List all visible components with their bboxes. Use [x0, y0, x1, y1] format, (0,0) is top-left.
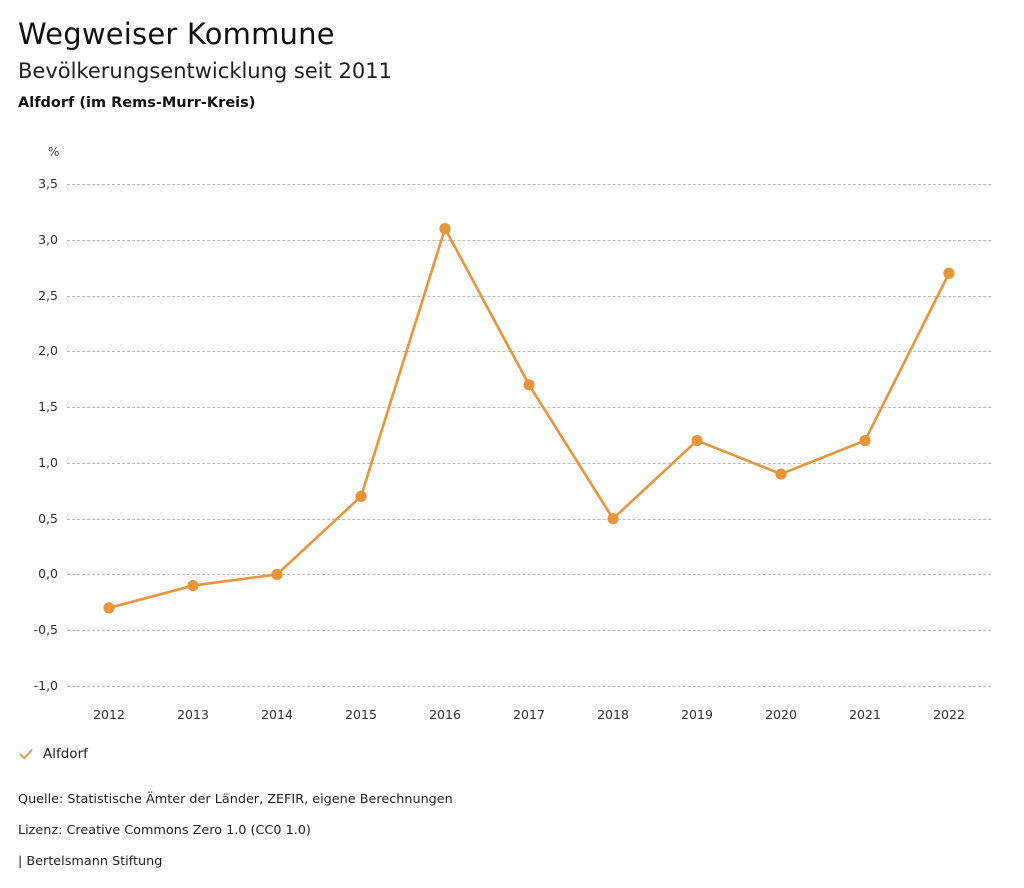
x-axis-tick-label: 2015	[345, 707, 377, 722]
gridline	[67, 686, 991, 687]
x-axis-tick-label: 2018	[597, 707, 629, 722]
legend[interactable]: Alfdorf	[18, 744, 88, 764]
y-axis-tick-label: 0,0	[38, 566, 58, 582]
data-point-marker[interactable]	[103, 602, 115, 614]
data-point-marker[interactable]	[439, 223, 451, 235]
data-point-marker[interactable]	[607, 513, 619, 525]
page-subtitle: Bevölkerungsentwicklung seit 2011	[18, 59, 392, 83]
x-axis-tick-label: 2021	[849, 707, 881, 722]
y-axis-tick-label: 3,5	[38, 176, 58, 191]
footer-publisher: | Bertelsmann Stiftung	[18, 854, 163, 869]
gridline	[67, 351, 991, 353]
x-axis-tick-label: 2020	[765, 707, 797, 722]
x-axis-tick-label: 2016	[429, 707, 461, 722]
plot-area: 3,5 3,0 2,5 2,0 1,5 1,0 0,5 0,0 -0,5 -1,0 2012 201…	[0, 138, 1024, 738]
y-axis-unit-label: %	[48, 145, 60, 159]
gridline	[67, 239, 991, 241]
gridline	[67, 574, 991, 576]
y-axis-ticks: 3,5 3,0 2,5 2,0 1,5 1,0 0,5 0,0 -0,5 -1,0	[0, 138, 58, 738]
footer-source: Quelle: Statistische Ämter der Länder, Z…	[18, 792, 453, 807]
chart-container: % 3,5 3,0 2,5 2,0 1,5 1,0 0,5 0,0 -0,5 -1,0 2012 2…	[0, 138, 1024, 738]
y-axis-tick-label: 0,5	[38, 510, 58, 526]
x-axis-tick-label: 2014	[261, 707, 293, 722]
x-axis-tick-label: 2012	[93, 707, 125, 722]
footer-license: Lizenz: Creative Commons Zero 1.0 (CC0 1…	[18, 823, 311, 838]
x-axis-tick-label: 2013	[177, 707, 209, 722]
y-axis-tick-label: 2,5	[38, 287, 58, 303]
data-point-marker[interactable]	[355, 490, 367, 502]
check-icon	[18, 746, 34, 762]
gridline	[67, 295, 991, 297]
data-point-marker[interactable]	[775, 468, 787, 480]
series-line	[107, 227, 951, 610]
legend-item-label: Alfdorf	[43, 746, 88, 762]
page-title: Wegweiser Kommune	[18, 17, 335, 51]
y-axis-tick-label: -0,5	[33, 622, 58, 638]
page-header: Wegweiser Kommune Bevölkerungsentwicklun…	[18, 16, 998, 114]
gridline	[67, 407, 991, 409]
y-axis-tick-label: 3,0	[38, 231, 58, 247]
x-axis-tick-label: 2017	[513, 707, 545, 722]
region-label: Alfdorf (im Rems-Murr-Kreis)	[18, 95, 256, 111]
y-axis-tick-label: 1,5	[38, 399, 58, 415]
y-axis-tick-label: 1,0	[38, 454, 58, 470]
x-axis-tick-label: 2022	[933, 707, 965, 722]
data-point-marker[interactable]	[187, 580, 199, 592]
footer: Quelle: Statistische Ämter der Länder, Z…	[18, 784, 918, 877]
data-point-marker[interactable]	[943, 267, 955, 279]
data-point-marker[interactable]	[859, 434, 871, 447]
series-line-alfdorf	[103, 223, 955, 614]
x-axis-tick-label: 2019	[681, 707, 713, 722]
data-point-marker[interactable]	[691, 434, 703, 447]
gridline	[67, 184, 991, 185]
data-point-marker[interactable]	[523, 379, 535, 391]
y-axis-tick-label: -1,0	[33, 678, 58, 693]
data-point-marker[interactable]	[271, 568, 283, 581]
gridline	[67, 630, 991, 632]
gridline	[67, 462, 991, 464]
gridline	[67, 518, 991, 520]
y-axis-tick-label: 2,0	[38, 343, 58, 359]
